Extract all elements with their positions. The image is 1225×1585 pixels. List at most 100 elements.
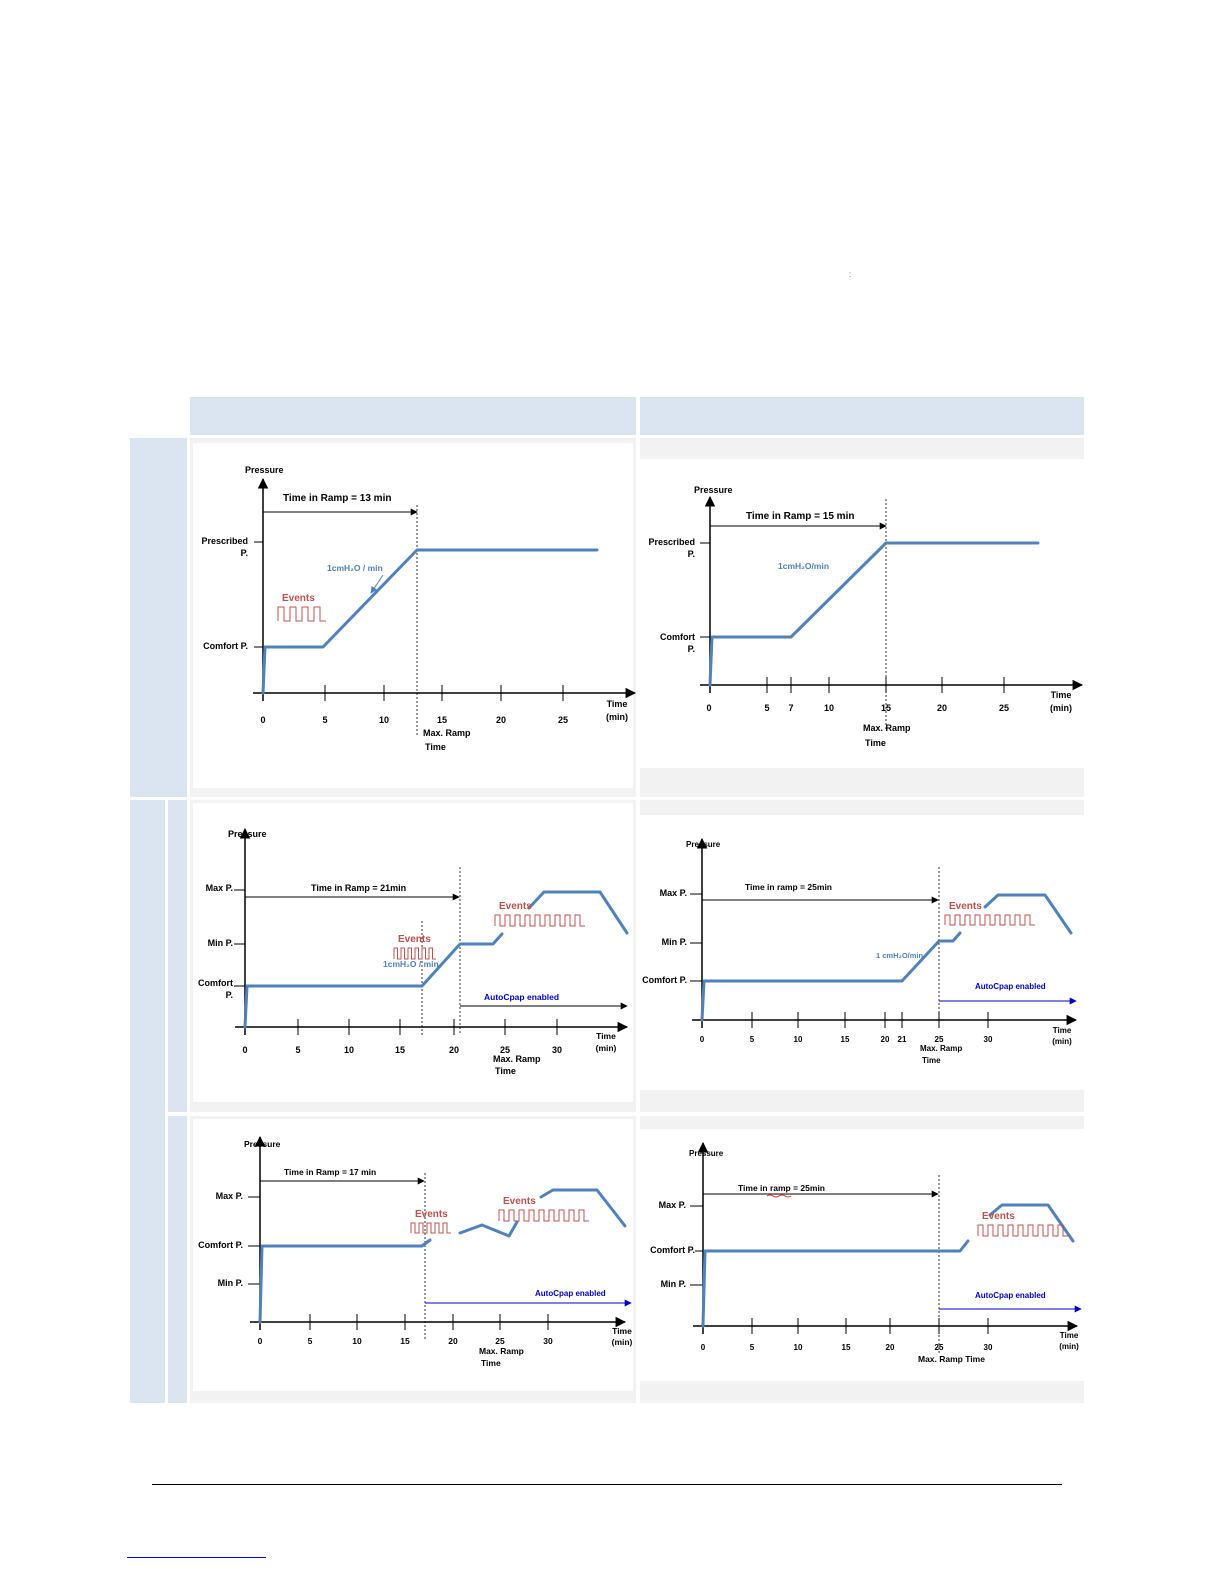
x-tick-label: 30 xyxy=(984,1035,993,1044)
pressure-line-a xyxy=(258,1238,432,1324)
x-tick-label: 0 xyxy=(701,1343,706,1352)
x-tick-label: 0 xyxy=(260,715,265,725)
ramp-label: Time in Ramp = 21min xyxy=(311,883,406,893)
x-tick-label: 15 xyxy=(400,1336,410,1346)
autocpap-label: AutoCpap enabled xyxy=(975,1291,1046,1300)
events-1-label: Events xyxy=(398,934,431,945)
ramp-label: Time in Ramp = 17 min xyxy=(284,1167,376,1177)
x-tick-label: 20 xyxy=(448,1336,458,1346)
x-tick-label: 15 xyxy=(437,715,447,725)
x-tick-label: 20 xyxy=(886,1343,895,1352)
diagram-1-svg: Pressure 0 5 10 15 20 25 Time (min) Prescribed P. C… xyxy=(201,465,637,752)
x-tick-label: 10 xyxy=(352,1336,362,1346)
x-tick-label: 15 xyxy=(841,1035,850,1044)
x-axis-title-unit: (min) xyxy=(1052,1037,1072,1046)
x-axis-title-unit: (min) xyxy=(1050,703,1072,713)
x-tick-label: 0 xyxy=(706,703,711,713)
events-1-label: Events xyxy=(415,1209,448,1220)
y-axis-title: Pressure xyxy=(686,840,721,849)
ramp-label: Time in Ramp = 13 min xyxy=(283,493,391,504)
image-area-5 xyxy=(193,1119,633,1391)
x-tick-label: 5 xyxy=(295,1045,300,1055)
y-level-label: Max P. xyxy=(659,1200,686,1210)
x-axis-title: Time xyxy=(1060,1331,1079,1340)
image-area-6 xyxy=(640,1129,1084,1381)
y-level-label: Comfort P. xyxy=(642,975,687,985)
max-ramp-label: Max. Ramp xyxy=(479,1346,524,1356)
events-1-label: Events xyxy=(949,901,982,912)
y-level-label: Max P. xyxy=(206,883,233,893)
events-2-wave xyxy=(494,914,585,927)
x-tick-label: 25 xyxy=(495,1336,505,1346)
x-axis-title-unit: (min) xyxy=(596,1043,617,1053)
table-header-right xyxy=(640,397,1084,435)
y-level-label: Min P. xyxy=(218,1278,243,1288)
x-axis-title: Time xyxy=(612,1326,632,1336)
events-1-label: Events xyxy=(282,593,315,604)
y-axis-title: Pressure xyxy=(245,465,284,475)
max-ramp-label: Max. Ramp xyxy=(920,1044,962,1053)
x-tick-label: 25 xyxy=(999,703,1009,713)
events-1-wave xyxy=(277,606,326,622)
pressure-line-b xyxy=(527,890,629,935)
slope-pointer xyxy=(370,574,384,594)
footer-link-underline xyxy=(127,1557,266,1558)
x-tick-label: 30 xyxy=(552,1045,562,1055)
ramp-label: Time in Ramp = 15 min xyxy=(746,511,854,522)
y-level-label: P. xyxy=(241,548,248,558)
y-axis-title: Pressure xyxy=(228,829,267,839)
x-tick-label: 30 xyxy=(984,1343,993,1352)
x-axis-title: Time xyxy=(1051,690,1072,700)
row-header-2 xyxy=(130,800,165,1403)
x-tick-label: 0 xyxy=(700,1035,705,1044)
events-1-wave xyxy=(944,914,1035,926)
diagram-1: Pressure 0 5 10 15 20 25 Time (min) Prescribed P. C… xyxy=(193,443,637,788)
x-tick-label: 15 xyxy=(395,1045,405,1055)
x-tick-label: 20 xyxy=(881,1035,890,1044)
diagram-3-svg: Pressure 0 5 10 15 20 25 30 Time (min) Max P. Min P… xyxy=(198,827,629,1076)
x-tick-label: 5 xyxy=(750,1035,755,1044)
y-level-label: Min P. xyxy=(208,938,233,948)
y-level-label: Min P. xyxy=(661,1279,686,1289)
pressure-line-b xyxy=(983,893,1073,935)
diagram-2: Pressure 0 5 7 10 15 20 25 Time (min) Prescribed P.… xyxy=(640,459,1084,768)
pressure-line-b xyxy=(988,1203,1075,1243)
y-level-label: Comfort xyxy=(660,632,695,642)
x-tick-label: 10 xyxy=(824,703,834,713)
max-ramp-label: Max. Ramp xyxy=(423,728,471,738)
y-axis-title: Pressure xyxy=(689,1149,724,1158)
table-header-left xyxy=(190,397,636,435)
y-level-label: Comfort xyxy=(198,978,233,988)
events-2-wave xyxy=(498,1209,589,1222)
spell-underline xyxy=(766,1194,792,1198)
max-ramp-label: Max. Ramp Time xyxy=(918,1354,985,1364)
y-axis-title: Pressure xyxy=(694,485,733,495)
x-tick-label: 25 xyxy=(935,1035,944,1044)
y-axis-title: Pressure xyxy=(244,1139,281,1149)
autocpap-label: AutoCpap enabled xyxy=(484,992,559,1002)
stray-mark: : xyxy=(849,270,852,279)
diagram-5: Pressure 0 5 10 15 20 25 30 Time (min) Max P. Comfo… xyxy=(193,1119,633,1391)
pressure-line xyxy=(261,548,599,695)
x-tick-label: 5 xyxy=(764,703,769,713)
pressure-line-a xyxy=(243,932,504,1029)
diagram-4: Pressure 0 5 10 15 20 21 25 30 Time (min) Max P. Min… xyxy=(640,815,1084,1090)
x-tick-label: 5 xyxy=(750,1343,755,1352)
x-tick-label: 20 xyxy=(937,703,947,713)
events-2-label: Events xyxy=(503,1196,536,1207)
max-ramp-label-2: Time xyxy=(922,1056,941,1065)
y-level-label: Prescribed xyxy=(648,537,695,547)
events-1-wave xyxy=(410,1222,451,1234)
x-tick-label: 5 xyxy=(308,1336,313,1346)
y-level-label: Prescribed xyxy=(201,536,248,546)
events-1-wave xyxy=(393,947,436,960)
footer-rule xyxy=(152,1484,1062,1485)
events-1-label: Events xyxy=(982,1211,1015,1222)
y-level-label: P. xyxy=(688,549,695,559)
x-tick-label: 25 xyxy=(500,1045,510,1055)
pressure-line-c xyxy=(539,1188,627,1228)
diagram-3: Pressure 0 5 10 15 20 25 30 Time (min) Max P. Min P… xyxy=(193,803,633,1102)
x-tick-label: 10 xyxy=(794,1035,803,1044)
